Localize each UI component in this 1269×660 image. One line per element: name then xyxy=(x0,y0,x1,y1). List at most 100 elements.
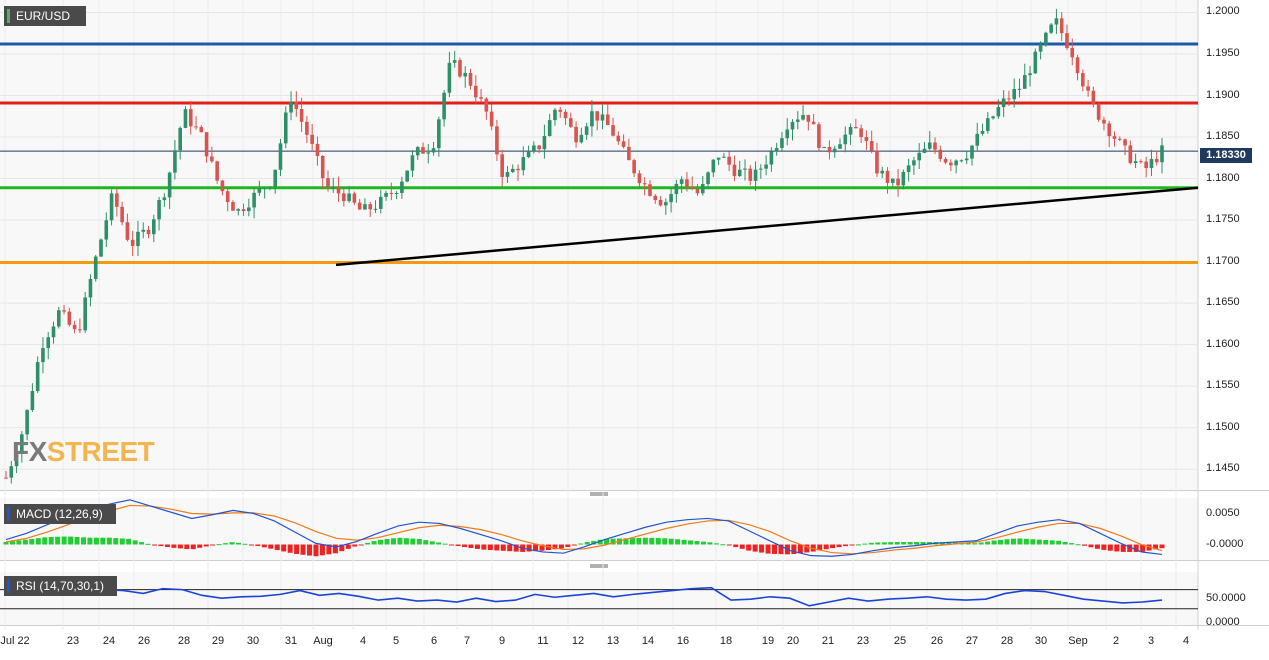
macd-histogram-bar xyxy=(817,544,823,551)
macd-histogram-bar xyxy=(1127,544,1133,552)
macd-histogram-bar xyxy=(578,543,584,545)
candle-body xyxy=(1028,73,1032,76)
macd-histogram-bar xyxy=(42,537,48,545)
candle-body xyxy=(215,161,219,181)
candle-body xyxy=(231,202,235,211)
macd-histogram-bar xyxy=(797,544,803,554)
time-tick-label: 7 xyxy=(463,635,471,647)
candle-body xyxy=(938,149,943,159)
candle-body xyxy=(331,186,336,188)
candle-body xyxy=(695,188,700,194)
macd-histogram-bar xyxy=(791,544,797,555)
candle-body xyxy=(220,180,225,192)
candle-body xyxy=(30,391,35,411)
candle-body xyxy=(400,181,404,193)
macd-histogram-bar xyxy=(100,537,106,545)
candle-body xyxy=(336,186,341,194)
macd-histogram-bar xyxy=(1133,544,1139,552)
macd-histogram-bar xyxy=(513,544,519,552)
candle-body xyxy=(257,188,262,193)
macd-histogram-bar xyxy=(55,536,61,545)
candle-body xyxy=(426,152,431,154)
candle-body xyxy=(864,137,869,142)
candle-body xyxy=(569,118,573,127)
macd-histogram-bar xyxy=(507,544,513,552)
candle-body xyxy=(595,111,599,121)
macd-histogram-bar xyxy=(1120,544,1126,552)
time-tick-label: 4 xyxy=(359,635,367,647)
time-tick-label: 26 xyxy=(930,635,944,647)
candle-body xyxy=(41,348,45,363)
candle-body xyxy=(389,192,394,194)
macd-histogram-bar xyxy=(358,544,364,546)
candle-body xyxy=(252,192,256,208)
candle-body xyxy=(210,156,214,162)
macd-histogram-bar xyxy=(746,544,752,551)
macd-histogram-bar xyxy=(1094,544,1100,549)
time-tick-label: 12 xyxy=(571,635,585,647)
macd-histogram-bar xyxy=(688,540,694,545)
macd-histogram-bar xyxy=(707,542,713,545)
macd-histogram-bar xyxy=(326,544,332,555)
macd-histogram-bar xyxy=(700,541,706,545)
main-panel-bg xyxy=(0,0,1198,490)
macd-histogram-bar xyxy=(35,538,41,545)
candle-body xyxy=(125,222,130,240)
macd-histogram-bar xyxy=(675,539,681,545)
candle-body xyxy=(1065,33,1069,48)
candle-body xyxy=(542,135,547,150)
candle-body xyxy=(310,134,314,144)
macd-histogram-bar xyxy=(281,544,287,552)
macd-histogram-bar xyxy=(881,542,887,545)
candle-body xyxy=(20,434,24,454)
macd-histogram-bar xyxy=(533,544,539,552)
macd-histogram-bar xyxy=(1153,544,1159,550)
macd-histogram-bar xyxy=(474,544,480,549)
rsi-tag[interactable]: RSI (14,70,30,1) xyxy=(4,576,117,596)
macd-histogram-bar xyxy=(332,544,338,554)
candle-body xyxy=(442,92,446,120)
macd-histogram-bar xyxy=(1017,538,1023,545)
macd-histogram-bar xyxy=(927,542,933,545)
candle-body xyxy=(151,219,156,235)
macd-histogram-bar xyxy=(713,543,719,545)
macd-histogram-bar xyxy=(681,539,687,545)
candle-body xyxy=(843,134,848,145)
candle-body xyxy=(283,112,288,144)
time-tick-label: 29 xyxy=(211,635,225,647)
candle-body xyxy=(1107,123,1112,137)
price-tick-label: 1.1750 xyxy=(1206,213,1240,226)
candle-body xyxy=(1144,161,1148,169)
candle-body xyxy=(136,231,140,247)
candle-body xyxy=(516,168,520,171)
candle-body xyxy=(72,324,77,330)
candle-body xyxy=(505,172,510,177)
rsi-panel-bg xyxy=(0,572,1198,625)
macd-histogram-bar xyxy=(655,538,661,545)
macd-histogram-bar xyxy=(1036,539,1042,545)
macd-histogram-bar xyxy=(449,544,455,546)
candle-body xyxy=(415,147,420,156)
candle-body xyxy=(716,157,721,160)
macd-histogram-bar xyxy=(365,542,371,545)
candle-body xyxy=(247,207,251,212)
macd-histogram-bar xyxy=(410,538,416,545)
macd-tag[interactable]: MACD (12,26,9) xyxy=(4,504,116,524)
macd-histogram-bar xyxy=(229,542,235,545)
candle-body xyxy=(811,121,816,125)
candle-body xyxy=(104,220,109,240)
candle-body xyxy=(933,142,937,150)
candle-body xyxy=(157,200,161,220)
candle-body xyxy=(183,109,188,128)
candle-body xyxy=(611,125,615,136)
macd-histogram-bar xyxy=(920,542,926,545)
trendline xyxy=(335,186,1199,267)
macd-histogram-bar xyxy=(862,543,868,545)
macd-histogram-bar xyxy=(235,542,241,545)
symbol-tag[interactable]: EUR/USD xyxy=(4,6,86,26)
macd-histogram-bar xyxy=(772,544,778,554)
candle-body xyxy=(980,130,985,134)
macd-histogram-bar xyxy=(759,544,765,553)
candle-body xyxy=(1022,75,1027,89)
